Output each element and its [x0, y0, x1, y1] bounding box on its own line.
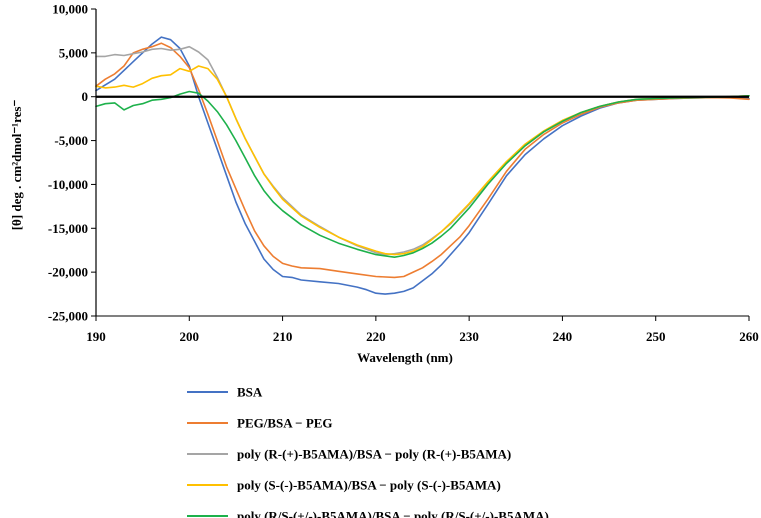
y-tick-label: -25,000	[48, 309, 88, 324]
x-tick-label: 250	[646, 329, 666, 344]
x-axis-label: Wavelength (nm)	[357, 350, 453, 365]
x-axis-ticks: 190 200 210 220 230 240 250 260	[86, 316, 759, 344]
x-tick-label: 190	[86, 329, 106, 344]
legend-label-3: poly (R-(+)-B5AMA)/BSA − poly (R-(+)-B5A…	[237, 447, 511, 462]
x-tick-label: 240	[553, 329, 573, 344]
legend: BSA PEG/BSA − PEG poly (R-(+)-B5AMA)/BSA −…	[187, 385, 549, 518]
y-tick-label: 0	[82, 89, 89, 104]
y-tick-label: 10,000	[52, 2, 88, 17]
axes	[95, 9, 749, 317]
x-tick-label: 210	[273, 329, 293, 344]
legend-label-5: poly (R/S-(+/-)-B5AMA)/BSA − poly (R/S-(…	[237, 509, 549, 518]
legend-label-1: BSA	[237, 385, 263, 400]
y-axis-label: [θ] deg . cm²dmol⁻¹res⁻	[9, 100, 24, 231]
x-tick-label: 200	[180, 329, 200, 344]
y-tick-label: 5,000	[59, 45, 88, 60]
y-tick-label: -10,000	[48, 177, 88, 192]
series-line-4	[95, 65, 750, 256]
y-axis-ticks: 10,000 5,000 0 -5,000 -10,000 -15,000 -20,000 -…	[48, 2, 96, 324]
x-tick-label: 220	[366, 329, 386, 344]
series-line-1	[95, 36, 750, 295]
y-tick-label: -5,000	[54, 133, 88, 148]
series-line-2	[95, 42, 750, 279]
x-tick-label: 260	[739, 329, 759, 344]
legend-label-4: poly (S-(-)-B5AMA)/BSA − poly (S-(-)-B5A…	[237, 478, 501, 493]
x-tick-label: 230	[459, 329, 479, 344]
y-tick-label: -20,000	[48, 265, 88, 280]
y-tick-label: -15,000	[48, 221, 88, 236]
legend-label-2: PEG/BSA − PEG	[237, 416, 333, 431]
series-line-5	[95, 90, 750, 258]
series-layer	[95, 36, 750, 295]
